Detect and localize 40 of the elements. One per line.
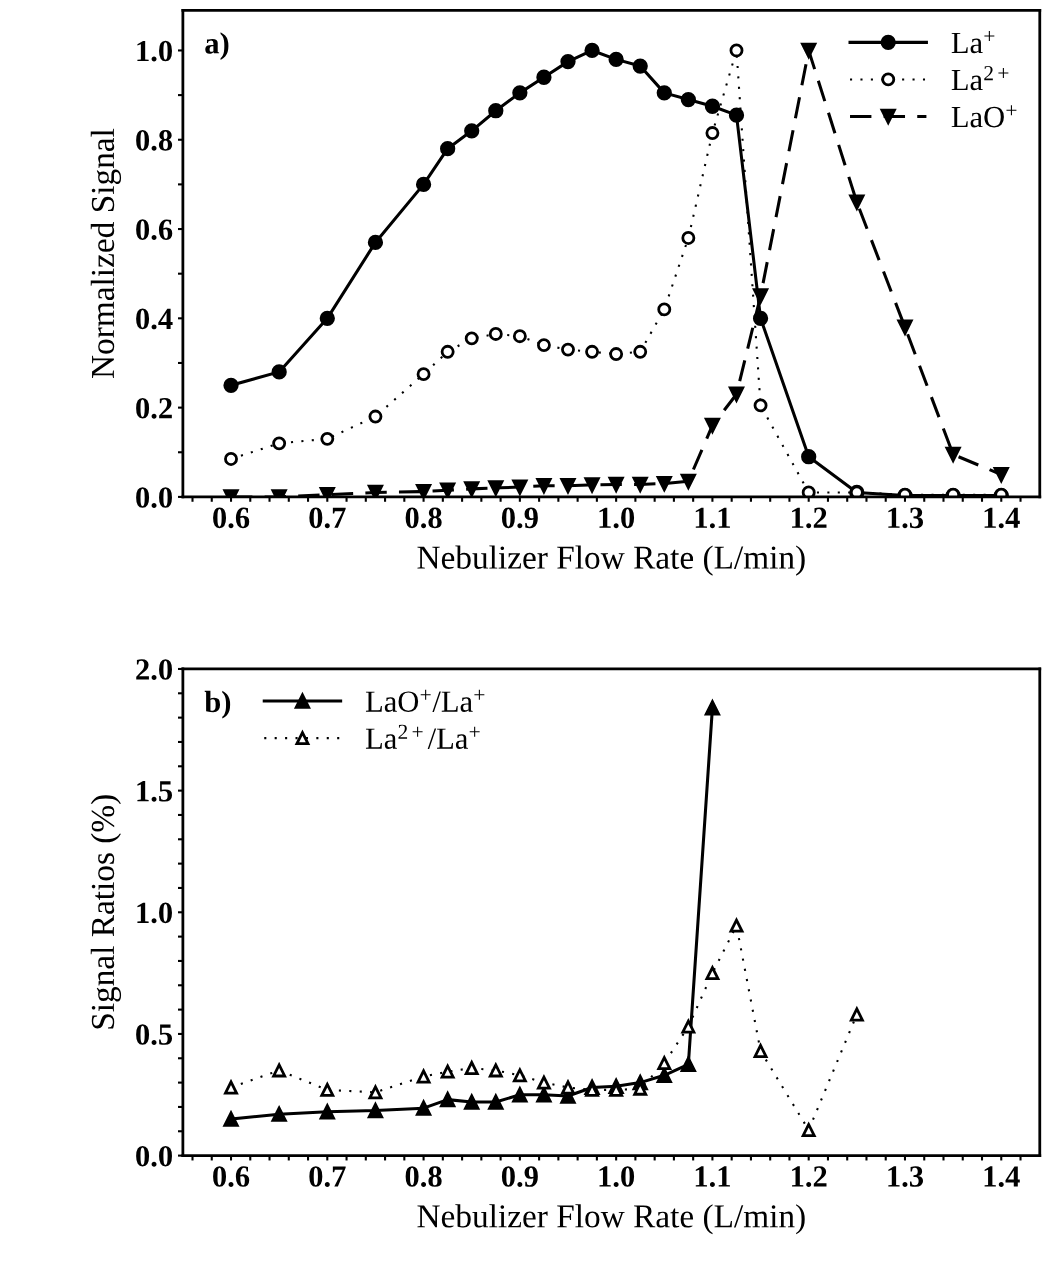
x-tick-label: 0.6	[213, 507, 250, 529]
y-tick-label: 1.0	[137, 40, 172, 62]
x-tick-label: 1.3	[888, 507, 924, 529]
y-tick-label: 0.0	[136, 487, 172, 508]
y-tick-label: 1.5	[137, 781, 173, 802]
x-tick-label: 1.1	[695, 507, 730, 529]
legend-label: LaO$^{+}$	[951, 105, 1017, 128]
x-tick-label: 1.2	[792, 1166, 827, 1187]
x-tick-label: 0.8	[405, 1166, 442, 1187]
x-tick-label: 0.8	[405, 507, 442, 529]
x-tick-label: 1.2	[792, 507, 827, 529]
x-tick-label: 1.3	[888, 1166, 924, 1187]
y-tick-label: 1.0	[137, 902, 172, 924]
y-axis-title: Signal Ratios (%)	[90, 795, 122, 1029]
y-tick-label: 2.0	[136, 659, 172, 680]
x-tick-label: 0.6	[213, 1166, 250, 1187]
x-axis-title: Nebulizer Flow Rate (L/min)	[417, 545, 805, 576]
legend-label: La$^{+}$	[951, 31, 995, 54]
x-tick-label: 0.7	[309, 1166, 346, 1187]
y-tick-label: 0.4	[136, 308, 173, 330]
annotation: a)	[205, 32, 229, 60]
y-tick-label: 0.0	[136, 1145, 172, 1167]
legend-label: La$^{2+}$/La$^{+}$	[365, 724, 480, 749]
legend-label: La$^{2+}$	[951, 65, 1009, 91]
y-axis-title: Normalized Signal	[90, 128, 122, 379]
x-tick-label: 0.9	[501, 1166, 538, 1187]
x-tick-label: 1.1	[695, 1166, 730, 1187]
x-tick-label: 1.0	[599, 507, 635, 529]
annotation: b)	[204, 690, 231, 719]
x-tick-label: 0.9	[501, 507, 538, 529]
y-tick-label: 0.2	[136, 397, 172, 419]
y-tick-label: 0.8	[136, 130, 173, 151]
y-tick-label: 0.6	[136, 219, 173, 241]
legend-label: LaO$^{+}$/La$^{+}$	[365, 689, 485, 712]
x-tick-label: 0.7	[309, 507, 346, 529]
x-tick-label: 1.4	[984, 507, 1020, 529]
y-tick-label: 0.5	[136, 1024, 173, 1045]
x-tick-label: 1.0	[599, 1166, 635, 1187]
x-tick-label: 1.4	[984, 1166, 1020, 1187]
x-axis-title: Nebulizer Flow Rate (L/min)	[417, 1204, 805, 1235]
